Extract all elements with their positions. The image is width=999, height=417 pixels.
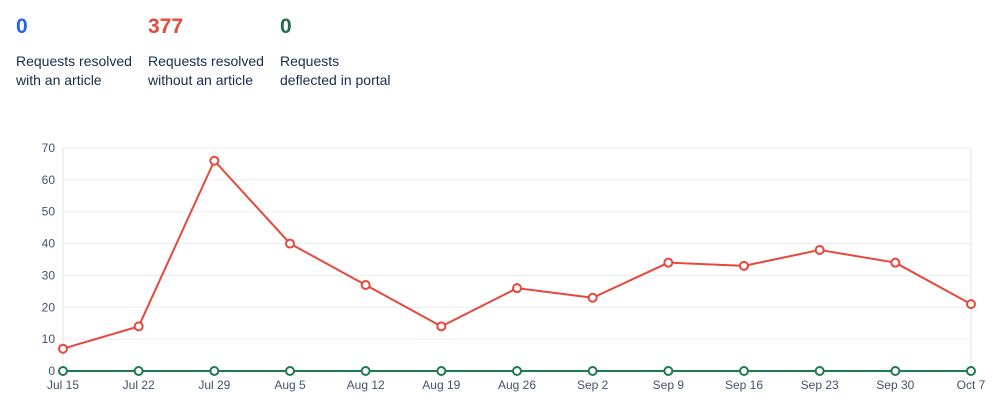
y-tick-label: 60 [42,173,56,187]
y-tick-label: 0 [48,364,55,378]
data-point-requests-deflected-in-portal[interactable] [209,366,220,376]
data-point-requests-deflected-in-portal[interactable] [436,366,447,376]
data-point-requests-resolved-without-article[interactable] [209,155,220,166]
data-point-requests-deflected-in-portal[interactable] [58,366,68,376]
stat-value-resolved-without-article: 377 [148,15,184,38]
data-point-requests-deflected-in-portal[interactable] [512,366,522,376]
data-point-requests-resolved-without-article[interactable] [587,292,598,303]
data-point-requests-deflected-in-portal[interactable] [739,366,749,376]
y-tick-label: 50 [42,205,56,219]
stat-deflected-in-portal: 0 Requests deflected in portal [280,14,412,90]
data-point-requests-resolved-without-article[interactable] [512,283,522,294]
data-point-requests-resolved-without-article[interactable] [133,321,144,332]
data-point-requests-resolved-without-article[interactable] [663,257,674,268]
stat-label-resolved-without-article: Requests resolved without an article [148,53,264,88]
x-tick-label: Sep 2 [577,378,609,392]
kpi-stats-row: 0 Requests resolved with an article 377 … [16,14,412,90]
data-point-requests-resolved-without-article[interactable] [360,279,371,290]
x-tick-label: Sep 30 [876,378,914,392]
x-tick-label: Oct 7 [957,378,986,392]
x-tick-label: Aug 5 [274,378,306,392]
stat-value-deflected-in-portal: 0 [280,15,292,38]
x-tick-label: Sep 9 [653,378,685,392]
y-tick-label: 20 [42,300,56,314]
y-tick-label: 40 [42,237,56,251]
data-point-requests-resolved-without-article[interactable] [436,321,447,332]
data-point-requests-deflected-in-portal[interactable] [285,366,295,376]
x-tick-label: Jul 22 [123,378,155,392]
x-tick-label: Jul 15 [47,378,79,392]
x-tick-label: Sep 23 [801,378,839,392]
data-point-requests-deflected-in-portal[interactable] [587,366,598,376]
stat-resolved-with-article: 0 Requests resolved with an article [16,14,148,90]
stat-resolved-without-article: 377 Requests resolved without an article [148,14,280,90]
data-point-requests-resolved-without-article[interactable] [58,343,68,354]
x-tick-label: Aug 19 [422,378,460,392]
x-tick-label: Jul 29 [198,378,230,392]
data-point-requests-resolved-without-article[interactable] [814,244,825,255]
data-point-requests-deflected-in-portal[interactable] [890,366,901,376]
y-tick-label: 30 [42,268,56,282]
data-point-requests-deflected-in-portal[interactable] [360,366,371,376]
y-tick-label: 10 [42,332,56,346]
stat-value-resolved-with-article: 0 [16,15,28,38]
data-point-requests-resolved-without-article[interactable] [890,257,901,268]
series-line-requests-resolved-without-article [62,159,972,350]
data-point-requests-deflected-in-portal[interactable] [663,366,674,376]
x-tick-label: Aug 12 [347,378,385,392]
data-point-requests-resolved-without-article[interactable] [285,238,295,249]
data-point-requests-deflected-in-portal[interactable] [133,366,144,376]
requests-line-chart-svg: 0 10 20 30 40 50 60 70 Jul 15 Jul 22 Jul 29 Aug 5 Au… [42,141,986,392]
data-point-requests-deflected-in-portal[interactable] [814,366,825,376]
y-tick-label: 70 [42,141,56,155]
stat-label-resolved-with-article: Requests resolved with an article [16,53,132,88]
stat-label-deflected-in-portal: Requests deflected in portal [280,53,391,88]
requests-line-chart: 0 10 20 30 40 50 60 70 Jul 15 Jul 22 Jul 29 Aug 5 Au… [0,135,999,412]
x-tick-label: Aug 26 [498,378,536,392]
data-point-requests-resolved-without-article[interactable] [966,299,976,310]
data-point-requests-deflected-in-portal[interactable] [966,366,976,376]
x-tick-label: Sep 16 [725,378,763,392]
data-point-requests-resolved-without-article[interactable] [739,260,749,271]
